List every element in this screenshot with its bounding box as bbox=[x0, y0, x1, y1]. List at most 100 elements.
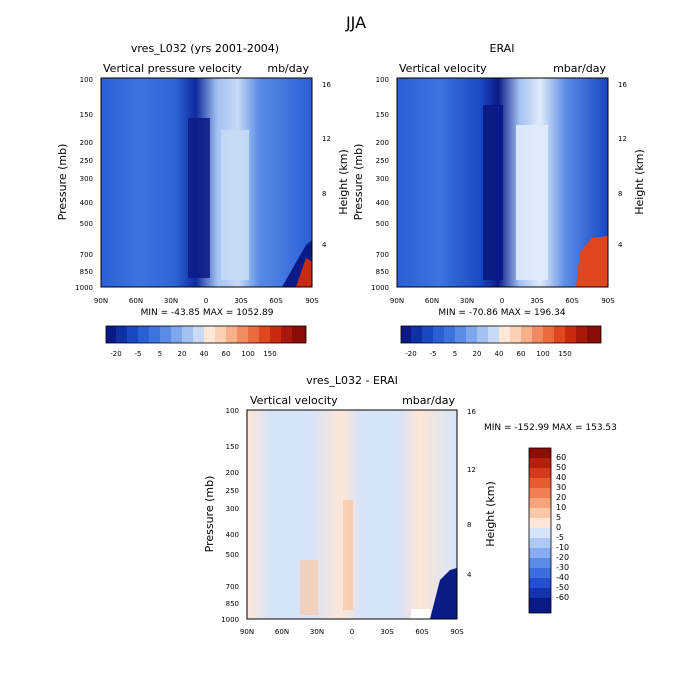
panel-erai-ascent-core bbox=[483, 105, 503, 280]
panel-diff-units: mbar/day bbox=[402, 394, 455, 407]
panel-model-frame bbox=[100, 77, 313, 288]
panel-diff-nh-anomaly bbox=[300, 560, 318, 615]
panel-diff-ytick: 1000 bbox=[221, 616, 239, 624]
figure-title: JJA bbox=[345, 13, 366, 32]
panel-diff-ylabel: Pressure (mb) bbox=[203, 476, 216, 553]
panel-model: vres_L032 (yrs 2001-2004) Vertical press… bbox=[56, 42, 350, 358]
panel-model-colorbar-label: 100 bbox=[241, 350, 254, 358]
panel-model-ytick: 700 bbox=[80, 251, 93, 259]
panel-model-ytick: 200 bbox=[80, 139, 93, 147]
panel-model-ytick: 500 bbox=[80, 220, 93, 228]
panel-erai-height-tick: 4 bbox=[618, 241, 623, 249]
panel-diff-equator-anomaly bbox=[343, 500, 353, 610]
panel-diff-title: vres_L032 - ERAI bbox=[306, 374, 398, 387]
panel-model-title: vres_L032 (yrs 2001-2004) bbox=[131, 42, 279, 55]
panel-diff-height-tick: 12 bbox=[467, 466, 476, 474]
panel-erai-xtick: 0 bbox=[500, 297, 504, 305]
panel-erai-ytick: 850 bbox=[376, 268, 389, 276]
panel-model-ascent-core bbox=[188, 118, 210, 278]
panel-model-ylabel-right: Height (km) bbox=[337, 149, 350, 215]
panel-diff-height-tick: 8 bbox=[467, 521, 471, 529]
panel-erai-colorbar-label: 20 bbox=[473, 350, 482, 358]
panel-erai-xtick: 60S bbox=[565, 297, 579, 305]
panel-model-xtick: 30S bbox=[234, 297, 248, 305]
panel-diff-ytick: 100 bbox=[226, 407, 239, 415]
panel-model-height-tick: 4 bbox=[322, 241, 327, 249]
panel-diff-colorbar-label: -10 bbox=[556, 543, 569, 552]
panel-model-height-ticks: 16 12 8 4 bbox=[322, 81, 331, 249]
panel-model-yticks: 100 150 200 250 300 400 500 700 850 1000 bbox=[75, 76, 93, 292]
panel-erai-colorbar: -20 -5 5 20 40 60 100 150 bbox=[400, 325, 602, 358]
panel-diff-left-label: Vertical velocity bbox=[250, 394, 338, 407]
panel-diff-xtick: 30S bbox=[380, 628, 394, 636]
panel-erai-ytick: 100 bbox=[376, 76, 389, 84]
panel-diff-colorbar-label: 20 bbox=[556, 493, 566, 502]
panel-diff-colorbar-label: 30 bbox=[556, 483, 566, 492]
panel-erai-south-descent bbox=[576, 236, 608, 287]
panel-erai-title: ERAI bbox=[490, 42, 515, 55]
panel-diff-frame bbox=[246, 409, 458, 620]
panel-model-ytick: 100 bbox=[80, 76, 93, 84]
panel-diff-stats: MIN = -152.99 MAX = 153.53 bbox=[484, 423, 617, 433]
panel-model-height-tick: 12 bbox=[322, 135, 331, 143]
panel-erai-colorbar-label: 60 bbox=[517, 350, 526, 358]
panel-diff-colorbar-label: 10 bbox=[556, 503, 566, 512]
panel-model-xtick: 90S bbox=[305, 297, 319, 305]
panel-erai-ytick: 1000 bbox=[371, 284, 389, 292]
panel-erai-height-tick: 8 bbox=[618, 190, 622, 198]
panel-diff-xtick: 0 bbox=[350, 628, 354, 636]
panel-diff-xtick: 60S bbox=[415, 628, 429, 636]
panel-erai-ytick: 250 bbox=[376, 157, 389, 165]
panel-diff-ytick: 700 bbox=[226, 583, 239, 591]
panel-model-descent-core bbox=[221, 130, 249, 280]
panel-erai-xtick: 90N bbox=[390, 297, 404, 305]
panel-erai-xtick: 30S bbox=[530, 297, 544, 305]
panel-diff-xticks: 90N 60N 30N 0 30S 60S 90S bbox=[240, 628, 464, 636]
panel-model-ylabel: Pressure (mb) bbox=[56, 144, 69, 221]
panel-diff-ytick: 400 bbox=[226, 531, 239, 539]
panel-erai-ytick: 500 bbox=[376, 220, 389, 228]
panel-model-colorbar-label: -5 bbox=[135, 350, 142, 358]
panel-diff-colorbar-label: -30 bbox=[556, 563, 569, 572]
panel-erai-descent-core bbox=[516, 125, 548, 280]
panel-diff-colorbar-label: -20 bbox=[556, 553, 569, 562]
panel-erai-height-tick: 16 bbox=[618, 81, 627, 89]
panel-model-colorbar: -20 -5 5 20 40 60 100 150 bbox=[105, 325, 307, 358]
panel-model-colorbar-label: 5 bbox=[158, 350, 162, 358]
panel-model-height-tick: 8 bbox=[322, 190, 326, 198]
panel-diff-height-tick: 16 bbox=[467, 408, 476, 416]
panel-model-xtick: 0 bbox=[204, 297, 208, 305]
panel-diff-colorbar-label: 40 bbox=[556, 473, 566, 482]
panel-model-xtick: 60N bbox=[129, 297, 143, 305]
panel-erai-stats: MIN = -70.86 MAX = 196.34 bbox=[438, 308, 565, 318]
panel-diff-xtick: 30N bbox=[310, 628, 324, 636]
panel-model-ytick: 850 bbox=[80, 268, 93, 276]
panel-diff-ytick: 150 bbox=[226, 443, 239, 451]
panel-erai-ylabel: Pressure (mb) bbox=[352, 144, 365, 221]
panel-diff-colorbar-label: 60 bbox=[556, 453, 566, 462]
panel-model-xticks: 90N 60N 30N 0 30S 60S 90S bbox=[94, 297, 319, 305]
panel-diff-height-ticks: 16 12 8 4 bbox=[467, 408, 476, 579]
panel-diff-south-anomaly bbox=[430, 568, 457, 619]
panel-erai-height-tick: 12 bbox=[618, 135, 627, 143]
panel-model-colorbar-label: 40 bbox=[200, 350, 209, 358]
panel-erai-left-label: Vertical velocity bbox=[399, 62, 487, 75]
panel-diff-colorbar-label: -5 bbox=[556, 533, 564, 542]
panel-diff-height-tick: 4 bbox=[467, 571, 472, 579]
panel-model-ytick: 400 bbox=[80, 199, 93, 207]
panel-model-stats: MIN = -43.85 MAX = 1052.89 bbox=[141, 308, 274, 318]
panel-model-xtick: 60S bbox=[269, 297, 283, 305]
panel-diff-colorbar-label: -50 bbox=[556, 583, 569, 592]
panel-erai-colorbar-label: -5 bbox=[430, 350, 437, 358]
panel-model-left-label: Vertical pressure velocity bbox=[103, 62, 242, 75]
panel-erai-ytick: 300 bbox=[376, 175, 389, 183]
panel-erai-ylabel-right: Height (km) bbox=[633, 149, 646, 215]
panel-diff-colorbar-label: 50 bbox=[556, 463, 566, 472]
panel-diff-colorbar-label: 0 bbox=[556, 523, 561, 532]
panel-diff-missing-data bbox=[411, 609, 430, 619]
panel-diff-colorbar: 60 50 40 30 20 10 5 0 -5 -10 -20 -30 -40… bbox=[528, 447, 569, 614]
panel-erai-ytick: 400 bbox=[376, 199, 389, 207]
panel-model-xtick: 90N bbox=[94, 297, 108, 305]
panel-erai-colorbar-label: 5 bbox=[453, 350, 457, 358]
panel-erai-yticks: 100 150 200 250 300 400 500 700 850 1000 bbox=[371, 76, 389, 292]
